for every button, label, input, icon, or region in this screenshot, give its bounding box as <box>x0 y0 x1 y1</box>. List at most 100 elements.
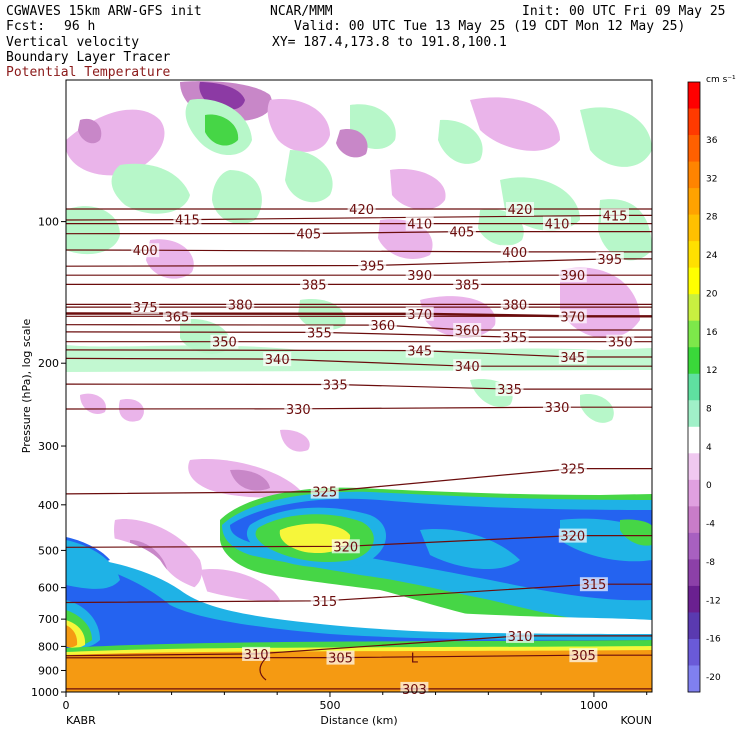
isentrope-400 <box>66 249 652 253</box>
y-tick-label: 100 <box>38 216 59 229</box>
colorbar-swatch <box>688 426 700 454</box>
isentrope-370 <box>66 312 652 318</box>
y-tick-label: 800 <box>38 640 59 653</box>
isentrope-label-bg <box>606 334 635 349</box>
isentrope-label-bg <box>331 539 360 554</box>
isentrope-label-bg <box>558 309 587 324</box>
isentrope-label-bg <box>558 350 587 364</box>
isentrope-label: 370 <box>560 310 585 325</box>
plot-frame <box>65 79 653 693</box>
isentrope-label-bg <box>595 251 624 266</box>
isentrope-label-bg <box>405 343 434 358</box>
colorbar-label: 0 <box>706 481 712 491</box>
colorbar: 36 32 28 24 20 16 12 8 4 0 -4 -8 -12 -16 -20 <box>687 81 721 693</box>
isentrope-label: 385 <box>302 278 327 293</box>
y-tick-label: 700 <box>38 613 59 626</box>
distance-axis: 0 500 1000 <box>63 692 648 712</box>
isentrope-label: 360 <box>370 319 395 334</box>
colorbar-label: 20 <box>706 289 718 299</box>
isentrope-label: 330 <box>545 401 570 416</box>
isentrope-label-bg <box>326 650 355 665</box>
colorbar-swatch <box>688 506 700 534</box>
colorbar-swatch <box>688 479 700 507</box>
pressure-axis: 100 200 300 400 500 600 700 800 900 1000 <box>31 216 66 699</box>
isentrope-label: 340 <box>265 353 290 368</box>
isentrope-label-bg <box>173 212 202 227</box>
isentrope-label: 400 <box>502 246 527 261</box>
isentrope-label-bg <box>558 528 587 543</box>
isentrope-label-bg <box>300 277 329 292</box>
isentrope-label: 390 <box>560 269 585 284</box>
colorbar-label: 4 <box>706 443 712 453</box>
isentrope-label-bg <box>506 628 534 643</box>
isentrope-360 <box>66 324 652 331</box>
low-marker: L <box>411 652 419 667</box>
left-station-label: KABR <box>66 714 96 727</box>
isentrope-label: 395 <box>597 253 622 268</box>
isentrope-label: 405 <box>296 228 321 243</box>
isentrope-label-bg <box>543 216 571 231</box>
isentrope-label-bg <box>226 297 255 312</box>
isentrope-label-bg <box>310 484 339 499</box>
isentrope-label: 410 <box>407 218 432 233</box>
isentrope-label-bg <box>310 593 339 608</box>
isentrope-label-bg <box>500 330 529 345</box>
y-tick-label: 900 <box>38 664 59 677</box>
colorbar-swatch <box>688 612 700 640</box>
isentrope-label: 400 <box>133 244 158 259</box>
isentrope-label: 380 <box>502 298 527 313</box>
isentrope-label-bg <box>453 359 482 374</box>
colorbar-swatch <box>688 373 700 401</box>
isentrope-label-bg <box>242 646 271 661</box>
isentrope-label: 340 <box>455 360 480 375</box>
isentrope-label-bg <box>495 382 524 397</box>
isentrope-355 <box>66 331 652 338</box>
right-station-label: KOUN <box>620 714 652 727</box>
forecast-hour: 96 h <box>64 19 96 34</box>
org-label: NCAR/MMM <box>270 4 333 19</box>
model-title: CGWAVES 15km ARW-GFS init <box>6 4 202 19</box>
isentrope-contours <box>66 208 652 690</box>
isentrope-label-bg <box>405 268 434 283</box>
isentrope-label: 390 <box>407 269 432 284</box>
isentrope-label-bg <box>294 226 323 241</box>
isentrope-label: 420 <box>508 203 533 218</box>
colorbar-label: -20 <box>706 673 721 683</box>
field-vertical-velocity: Vertical velocity <box>6 35 140 50</box>
field-potential-temperature: Potential Temperature <box>6 65 171 80</box>
isentrope-label: 350 <box>608 336 633 351</box>
colorbar-swatch <box>688 665 700 693</box>
y-axis-title: Pressure (hPa), log scale <box>20 319 33 454</box>
isentrope-label: 335 <box>497 383 522 398</box>
colorbar-swatch <box>688 135 700 163</box>
isentrope-395 <box>66 258 652 267</box>
colorbar-swatch <box>688 108 700 136</box>
isentrope-405 <box>66 231 652 235</box>
isentrope-label-bg <box>305 325 334 340</box>
isentrope-415 <box>66 214 652 221</box>
isentrope-label: 305 <box>571 649 596 664</box>
isentrope-labels: 303 305 305 310 310 315 315 320 320 325 325 330 330 3… <box>131 202 635 698</box>
colorbar-swatch <box>688 241 700 269</box>
isentrope-label-bg <box>358 258 387 273</box>
isentrope-label-bg <box>506 202 534 216</box>
terrain-contour-hook <box>259 657 267 681</box>
y-tick-label: 300 <box>38 440 59 453</box>
isentrope-label-bg <box>210 334 239 349</box>
x-axis-title: Distance (km) <box>320 714 397 727</box>
colorbar-swatch <box>688 532 700 560</box>
isentrope-label: 405 <box>449 226 474 241</box>
isentrope-label: 330 <box>286 403 311 418</box>
isentrope-label: 315 <box>312 595 337 610</box>
isentrope-label: 375 <box>133 301 158 316</box>
colorbar-swatch <box>688 188 700 216</box>
colorbar-label: 28 <box>706 213 718 223</box>
isentrope-325 <box>66 468 652 495</box>
colorbar-label: -4 <box>706 520 715 530</box>
isentrope-label-bg <box>131 243 160 258</box>
colorbar-swatch <box>688 400 700 428</box>
isentrope-label-bg <box>321 377 350 392</box>
isentrope-label-bg <box>368 318 397 333</box>
isentrope-label: 415 <box>603 209 628 224</box>
isentrope-label: 303 <box>402 683 427 698</box>
